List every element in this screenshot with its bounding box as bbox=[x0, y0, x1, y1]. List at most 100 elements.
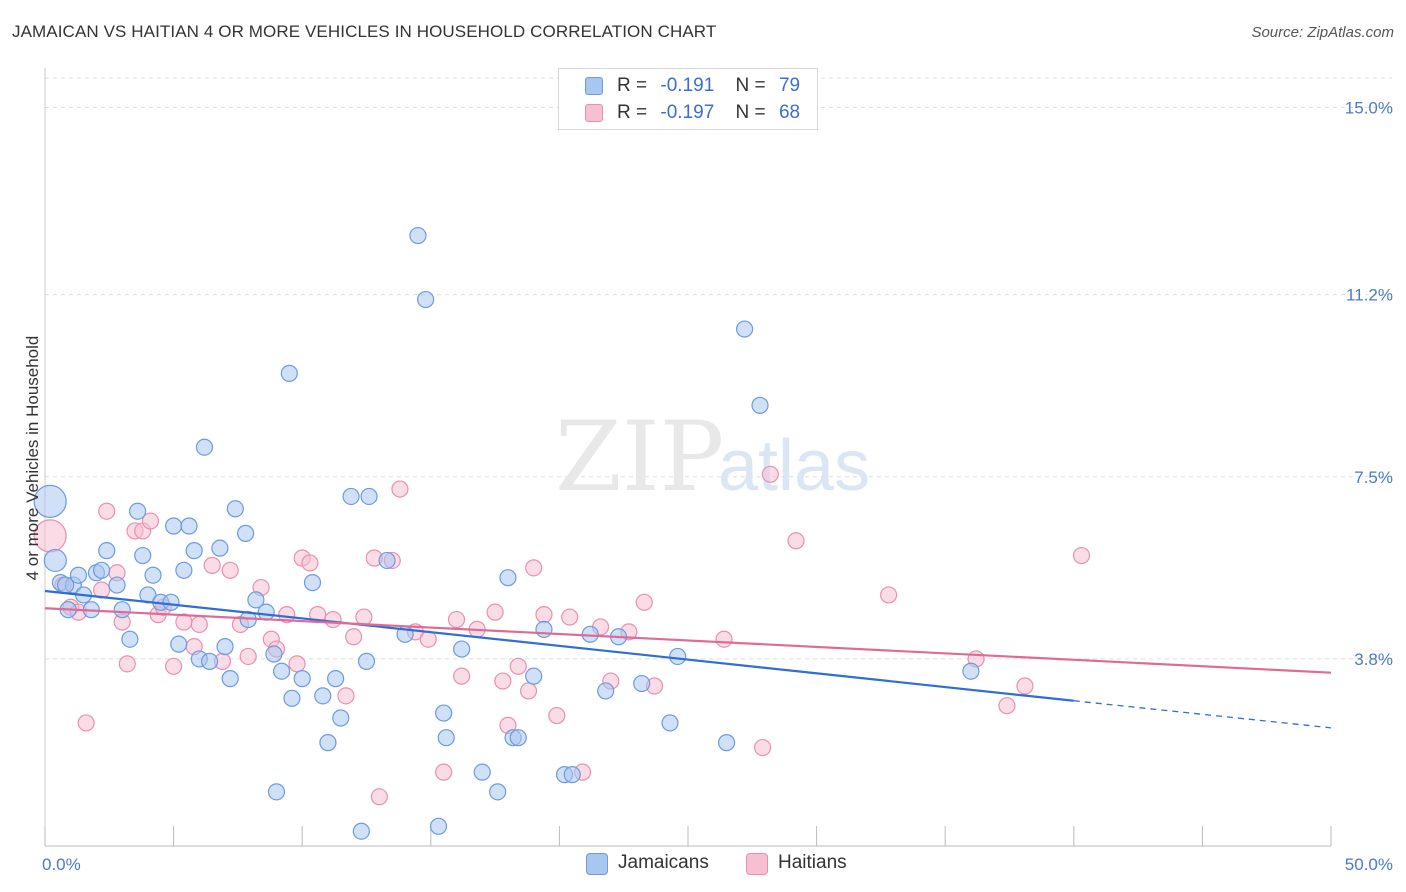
x-tick-label: 50.0% bbox=[1345, 855, 1393, 874]
jamaican-point bbox=[216, 638, 234, 656]
haitian-point bbox=[301, 554, 319, 572]
y-tick-label: 15.0% bbox=[1345, 99, 1393, 118]
jamaican-point bbox=[293, 670, 311, 688]
haitian-points bbox=[33, 465, 1091, 806]
legend-n-value: 79 bbox=[778, 75, 801, 96]
legend-text-haitians: R = -0.197 N = 68 bbox=[617, 102, 800, 124]
jamaican-point bbox=[221, 670, 239, 688]
y-tick-label: 7.5% bbox=[1354, 468, 1393, 487]
jamaican-point bbox=[378, 551, 396, 570]
y-tick-label: 3.8% bbox=[1354, 650, 1393, 669]
jamaican-point bbox=[509, 729, 527, 747]
watermark-zip: ZIP bbox=[555, 401, 724, 513]
haitian-point bbox=[165, 657, 183, 675]
chart-source: Source: ZipAtlas.com bbox=[1251, 24, 1394, 41]
jamaican-point bbox=[56, 576, 75, 594]
haitian-point bbox=[535, 606, 553, 624]
jamaican-point bbox=[273, 662, 291, 680]
haitians-trend-line bbox=[44, 607, 1332, 674]
haitian-point bbox=[221, 561, 239, 579]
jamaican-point bbox=[417, 290, 435, 309]
legend-r-label: R = bbox=[617, 75, 648, 96]
haitian-point bbox=[787, 532, 805, 550]
haitian-point bbox=[435, 763, 453, 781]
legend-swatch-haitians bbox=[585, 104, 603, 122]
haitian-point bbox=[525, 559, 543, 577]
haitian-point bbox=[486, 603, 504, 621]
jamaican-point bbox=[185, 542, 203, 560]
jamaican-point bbox=[108, 576, 126, 594]
haitian-point bbox=[278, 606, 296, 624]
jamaican-point bbox=[437, 729, 455, 747]
haitian-point bbox=[324, 610, 342, 629]
jamaican-point bbox=[453, 640, 471, 658]
haitian-point bbox=[519, 682, 538, 700]
jamaican-point bbox=[280, 364, 298, 382]
jamaican-point bbox=[327, 670, 345, 688]
haitian-point bbox=[761, 465, 779, 483]
haitian-point bbox=[419, 630, 437, 648]
haitian-point bbox=[715, 630, 733, 648]
jamaican-point bbox=[283, 689, 301, 707]
jamaican-point bbox=[409, 226, 427, 245]
bottom-swatch-jamaicans bbox=[586, 853, 608, 875]
jamaican-point bbox=[314, 687, 332, 705]
legend-n-label: N = bbox=[735, 75, 766, 96]
jamaican-point bbox=[195, 438, 214, 456]
jamaican-point bbox=[43, 548, 67, 573]
jamaican-point bbox=[563, 766, 581, 784]
jamaican-point bbox=[525, 667, 543, 685]
jamaican-point bbox=[257, 603, 275, 621]
jamaican-point bbox=[162, 593, 180, 611]
legend-n-value: 68 bbox=[778, 102, 801, 123]
jamaican-point bbox=[669, 647, 687, 666]
haitian-point bbox=[1072, 546, 1091, 565]
haitian-point bbox=[345, 628, 363, 646]
jamaican-point bbox=[717, 734, 736, 752]
jamaican-point bbox=[332, 709, 350, 727]
legend-r-label: R = bbox=[617, 102, 648, 123]
jamaican-point bbox=[429, 817, 448, 835]
watermark-atlas: atlas bbox=[718, 426, 870, 506]
jamaican-point bbox=[128, 502, 147, 520]
jamaican-point bbox=[473, 763, 491, 781]
haitian-point bbox=[391, 480, 409, 498]
jamaican-point bbox=[69, 566, 88, 584]
haitian-point bbox=[288, 655, 306, 673]
haitian-point bbox=[548, 706, 566, 725]
jamaican-point bbox=[360, 487, 378, 506]
jamaican-point bbox=[98, 542, 116, 560]
jamaican-point bbox=[237, 524, 255, 542]
jamaican-point bbox=[180, 517, 198, 535]
bottom-legend-label-haitians: Haitians bbox=[778, 852, 847, 873]
jamaican-point bbox=[165, 517, 183, 535]
jamaicans-trend-line bbox=[44, 589, 1074, 702]
axes bbox=[44, 68, 1332, 847]
haitian-point bbox=[337, 687, 355, 705]
haitian-point bbox=[118, 655, 136, 673]
jamaican-point bbox=[121, 630, 139, 648]
haitian-point bbox=[190, 615, 208, 634]
haitian-point bbox=[239, 647, 257, 666]
legend-text-jamaicans: R = -0.191 N = 79 bbox=[617, 75, 800, 97]
haitian-point bbox=[880, 586, 898, 604]
jamaican-point bbox=[113, 601, 131, 619]
gridlines bbox=[45, 77, 1392, 660]
jamaican-point bbox=[489, 783, 507, 801]
jamaican-point bbox=[265, 645, 283, 663]
haitian-point bbox=[753, 738, 772, 757]
haitian-point bbox=[998, 697, 1016, 715]
haitian-point bbox=[635, 593, 653, 611]
haitian-point bbox=[203, 556, 221, 574]
haitian-point bbox=[561, 608, 579, 626]
legend-swatch-jamaicans bbox=[585, 77, 603, 95]
bottom-legend-label-jamaicans: Jamaicans bbox=[618, 852, 709, 873]
x-tick-label: 0.0% bbox=[42, 855, 81, 874]
jamaican-point bbox=[357, 652, 376, 670]
jamaican-point bbox=[33, 484, 67, 518]
haitian-point bbox=[509, 657, 527, 675]
haitian-point bbox=[1016, 677, 1034, 695]
legend-r-value: -0.197 bbox=[660, 102, 715, 123]
jamaican-point bbox=[633, 674, 651, 693]
jamaican-point bbox=[962, 662, 980, 680]
